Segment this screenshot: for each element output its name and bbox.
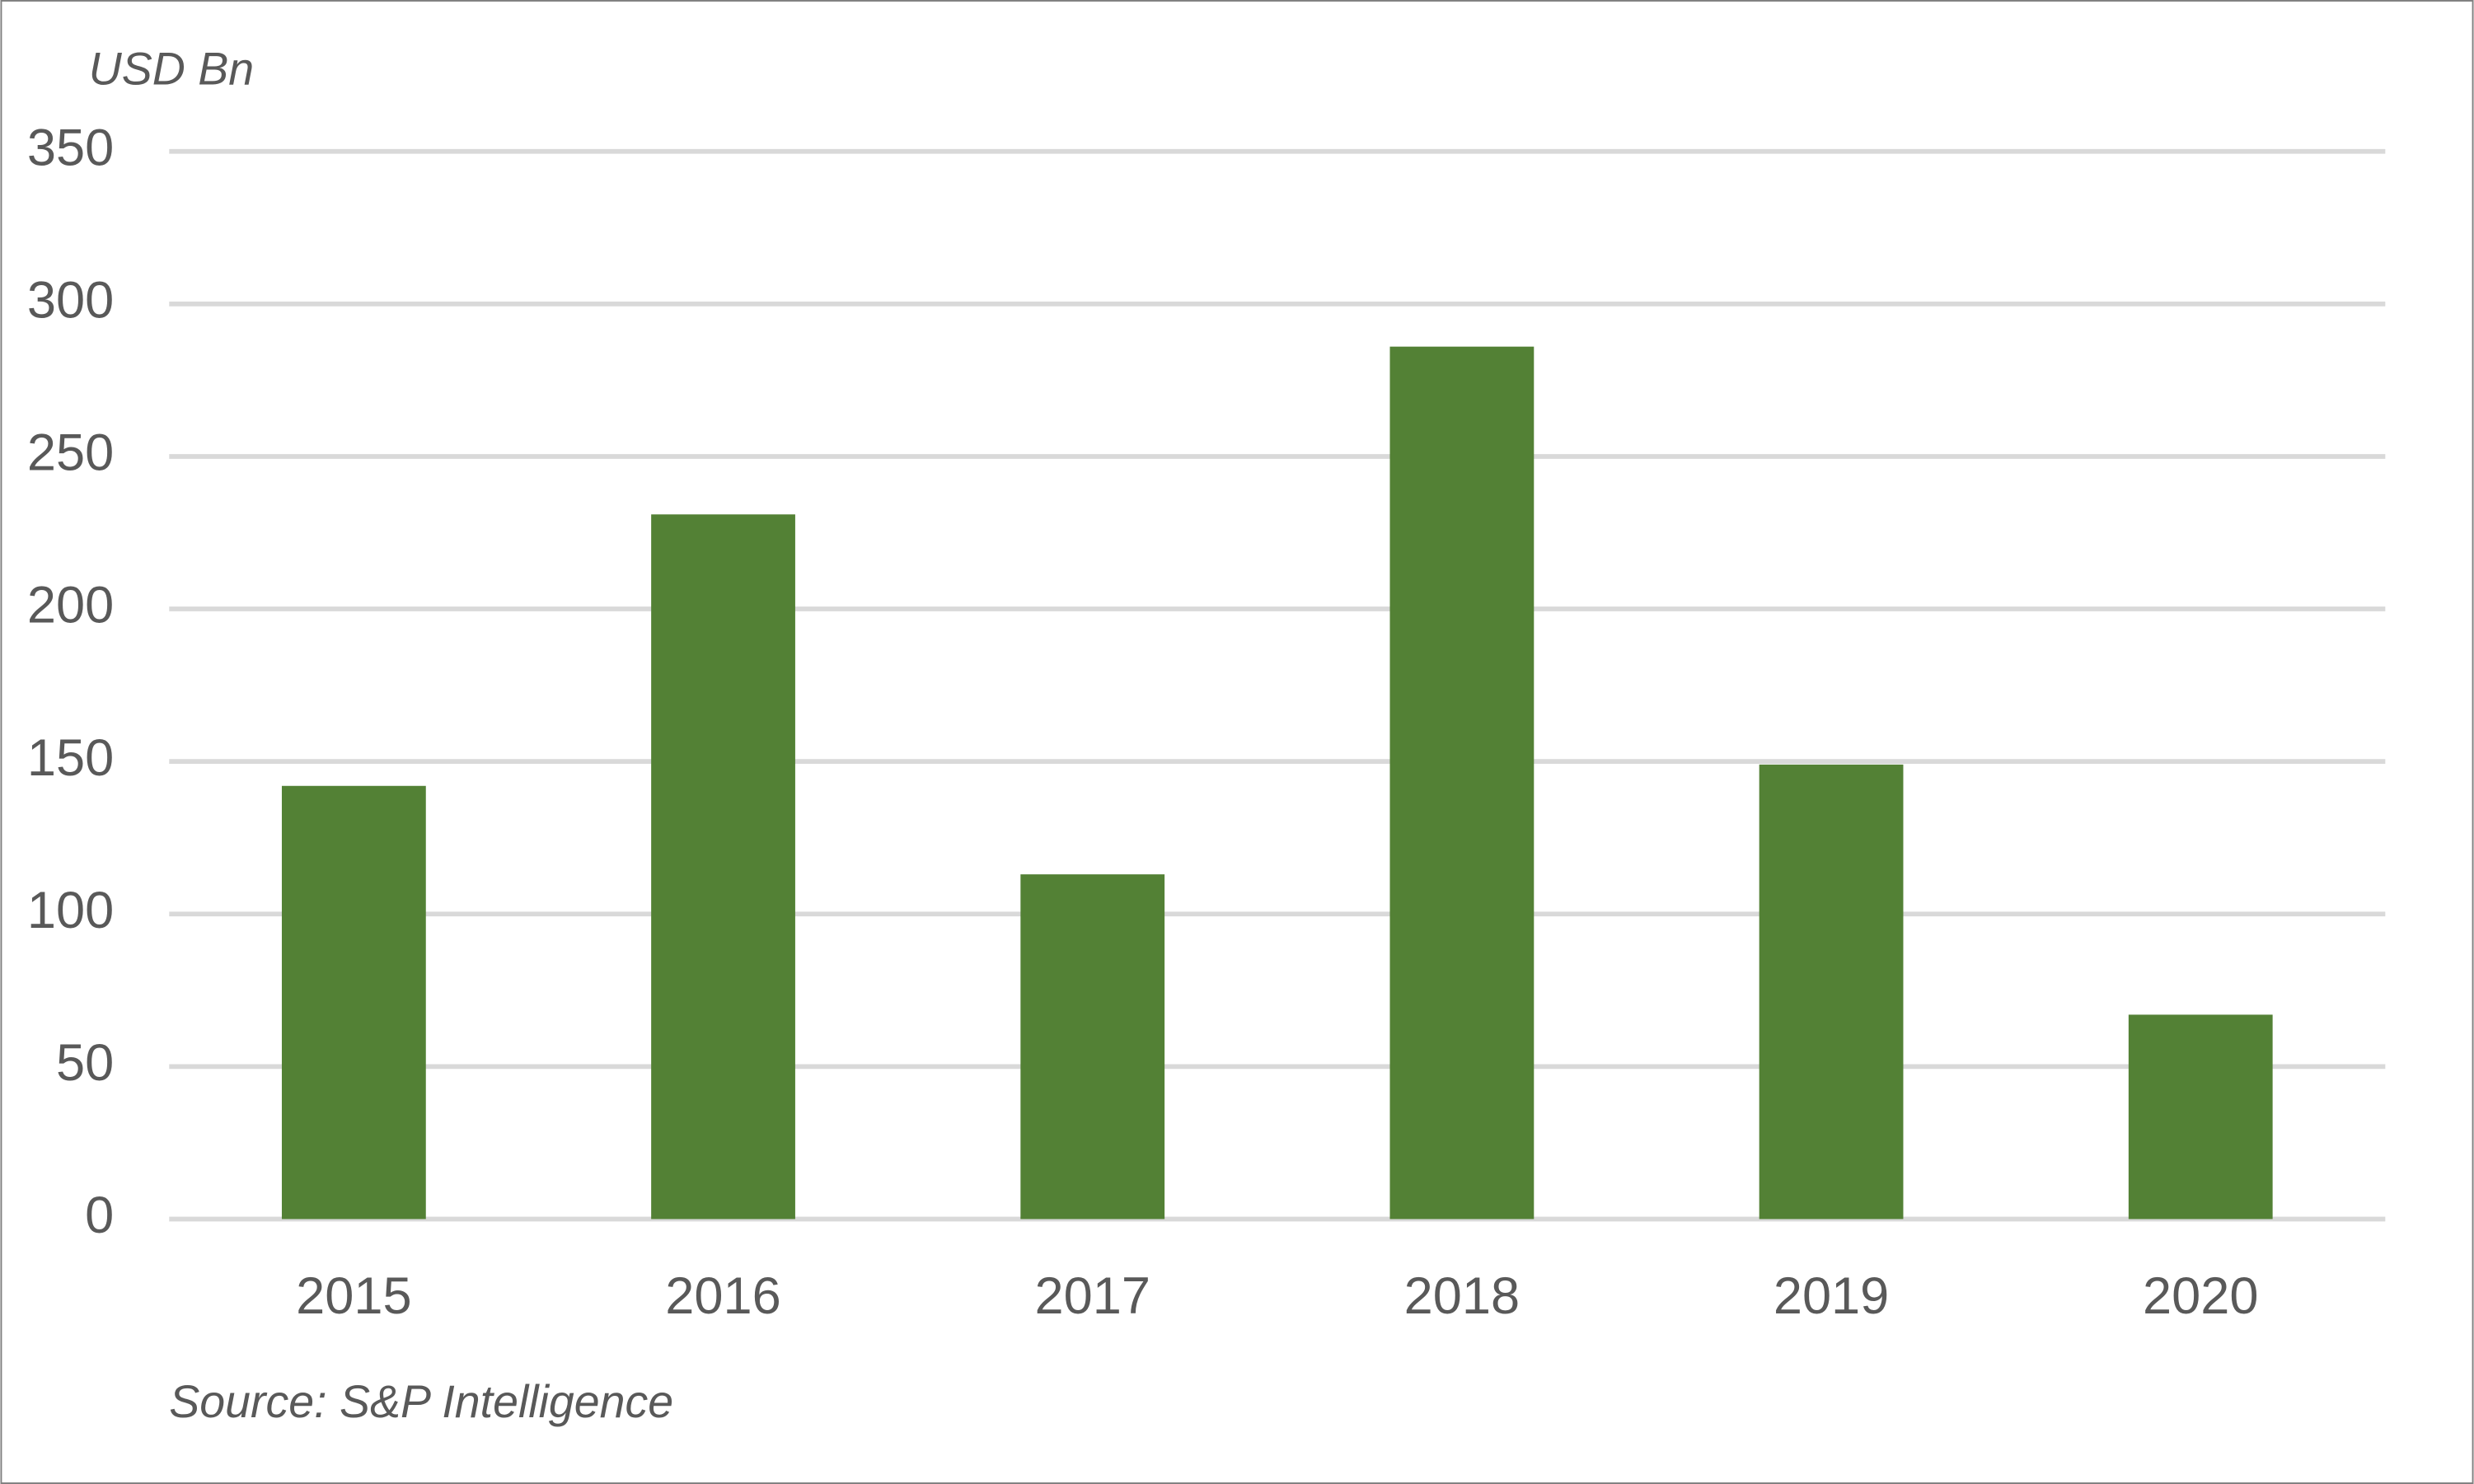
bar: [281, 785, 426, 1220]
source-note: Source: S&P Intelligence: [169, 1376, 673, 1427]
x-tick-label: 2020: [2143, 1267, 2258, 1325]
x-tick-label: 2017: [1034, 1267, 1150, 1325]
bar: [1759, 764, 1904, 1220]
y-tick-label: 100: [27, 882, 114, 939]
bar: [2128, 1014, 2273, 1220]
bar: [651, 514, 795, 1220]
bar: [1020, 874, 1165, 1220]
y-tick-label: 300: [27, 272, 114, 330]
y-tick-label: 350: [27, 119, 114, 176]
bar: [1389, 346, 1535, 1220]
y-tick-label: 200: [27, 577, 114, 634]
y-tick-label: 150: [27, 729, 114, 787]
x-tick-label: 2019: [1774, 1267, 1889, 1325]
x-tick-label: 2015: [296, 1267, 411, 1325]
x-tick-label: 2018: [1404, 1267, 1520, 1325]
y-tick-label: 50: [56, 1034, 114, 1092]
x-tick-label: 2016: [665, 1267, 780, 1325]
y-tick-label: 0: [85, 1187, 114, 1244]
y-tick-label: 250: [27, 424, 114, 482]
y-axis-label: USD Bn: [89, 44, 254, 95]
